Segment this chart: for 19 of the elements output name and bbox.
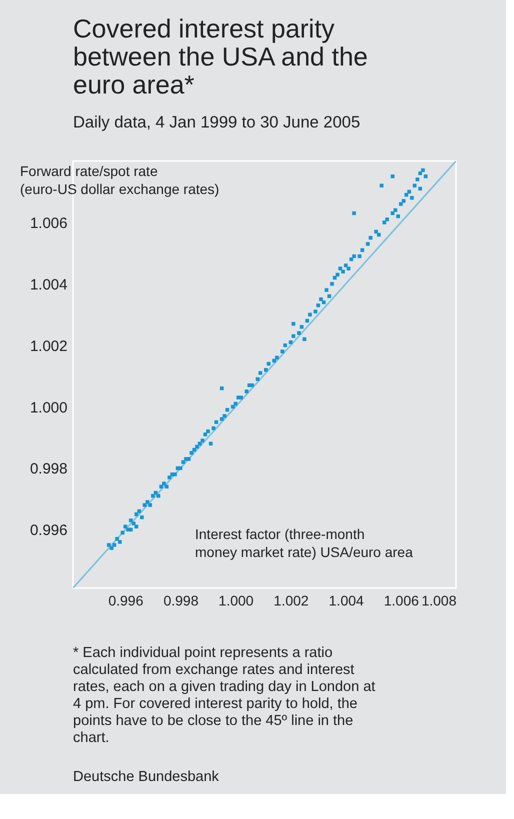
y-tick-label: 1.006 xyxy=(30,214,68,232)
y-tick-label: 0.998 xyxy=(30,460,68,478)
chart-title: Covered interest parity between the USA and the euro area* xyxy=(73,14,368,100)
y-tick-label: 1.000 xyxy=(30,399,68,416)
x-axis-title: Interest factor (three-month money market rate) USA/euro area xyxy=(195,526,414,560)
chart-subtitle: Daily data, 4 Jan 1999 to 30 June 2005 xyxy=(73,114,360,132)
y-tick-label: 1.002 xyxy=(30,338,68,355)
text: * Each individual point represents a ratio calculated from exchange rates and interest rates, each on a given trading day in London at 4 pm. For covered interest parity to hold, the points have to be close to the 45º line in the chart. xyxy=(73,645,376,746)
x-tick-label: 1.000 xyxy=(218,592,254,608)
x-tick-label: 1.008 xyxy=(421,592,457,608)
x-tick-label: 0.998 xyxy=(163,592,199,608)
x-tick-label: 1.004 xyxy=(328,592,364,608)
x-tick-label: 1.002 xyxy=(274,592,309,608)
text: Deutsche Bundesbank xyxy=(73,769,220,785)
y-tick-label: 0.996 xyxy=(30,522,68,540)
x-tick-label: 0.996 xyxy=(108,592,144,608)
y-axis-title: Forward rate/spot rate (euro-US dollar exchange rates) xyxy=(20,163,220,197)
y-tick-label: 1.004 xyxy=(30,276,68,294)
x-tick-label: 1.006 xyxy=(384,592,420,608)
